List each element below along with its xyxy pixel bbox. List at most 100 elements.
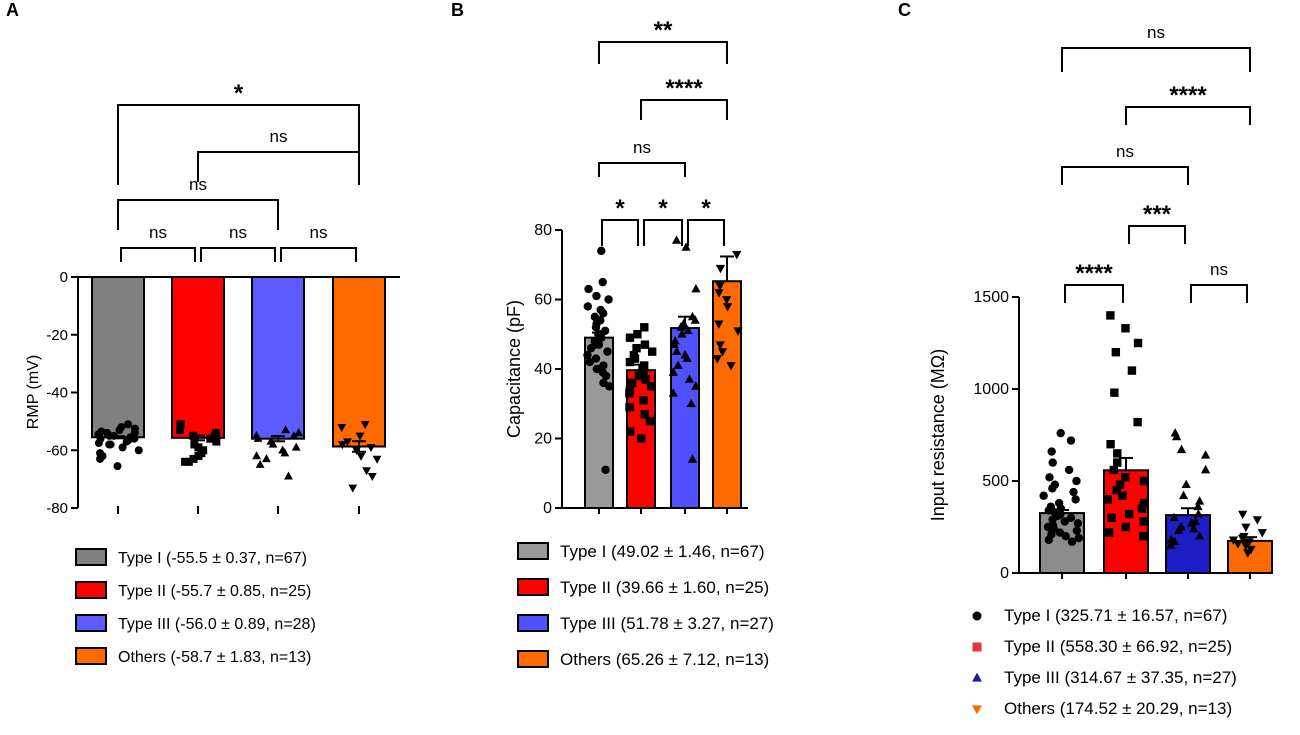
data-point <box>669 339 679 349</box>
significance-bracket <box>1061 166 1189 185</box>
data-point <box>1061 532 1070 541</box>
y-tick-label: -60 <box>46 442 68 459</box>
significance-bracket <box>120 247 196 262</box>
legend-swatch <box>75 548 107 566</box>
data-point <box>1104 528 1114 537</box>
data-point <box>1060 517 1069 526</box>
data-point <box>1238 510 1248 520</box>
data-point <box>367 473 377 482</box>
data-point <box>134 446 143 455</box>
y-tick-label: 1000 <box>973 381 1009 398</box>
significance-bracket <box>1190 284 1248 303</box>
data-point <box>1072 526 1082 535</box>
data-point <box>668 367 678 376</box>
significance-bracket <box>1064 284 1124 303</box>
data-point <box>682 353 692 362</box>
data-point <box>640 409 649 419</box>
data-point <box>1195 496 1205 505</box>
data-point <box>289 431 299 440</box>
data-point <box>723 303 733 312</box>
data-point <box>1139 498 1149 508</box>
data-point <box>1121 522 1130 532</box>
legend-swatch <box>517 650 549 668</box>
data-point <box>181 457 190 466</box>
significance-label: *** <box>1143 201 1172 228</box>
data-point <box>360 421 370 430</box>
significance-label: * <box>234 80 244 107</box>
data-point <box>634 371 644 381</box>
data-point <box>676 322 686 331</box>
data-point <box>1127 366 1137 375</box>
significance-label: **** <box>1169 82 1207 109</box>
legend-swatch <box>75 614 107 632</box>
data-point <box>118 443 127 452</box>
significance-label: ns <box>1210 260 1228 279</box>
y-tick-label: 20 <box>534 431 552 448</box>
bar <box>251 276 305 440</box>
data-point <box>1243 549 1253 558</box>
legend-marker <box>972 642 982 652</box>
data-point <box>1200 464 1211 474</box>
data-point <box>633 330 642 339</box>
significance-label: ns <box>310 223 328 242</box>
data-point <box>262 454 271 463</box>
data-point <box>715 341 725 350</box>
data-point <box>1169 512 1179 522</box>
data-point <box>640 340 650 349</box>
data-point <box>1188 523 1199 533</box>
data-point <box>366 444 376 453</box>
data-point <box>585 357 595 367</box>
data-point <box>628 378 637 388</box>
data-point <box>586 343 596 353</box>
data-point <box>636 434 646 443</box>
significance-label: **** <box>665 75 703 102</box>
significance-bracket <box>687 219 725 246</box>
y-tick-label: -20 <box>46 327 68 344</box>
legend-swatch <box>517 614 549 632</box>
data-point <box>732 250 742 260</box>
data-point <box>291 442 301 451</box>
data-point <box>672 346 682 355</box>
data-point <box>1193 509 1204 518</box>
data-point <box>1139 517 1148 526</box>
data-point <box>717 348 728 357</box>
data-point <box>673 360 683 369</box>
data-point <box>1056 428 1065 438</box>
data-point <box>733 327 743 336</box>
data-point <box>115 426 124 435</box>
data-point <box>124 420 133 429</box>
data-point <box>601 465 610 474</box>
data-point <box>176 420 185 429</box>
data-point <box>583 302 592 311</box>
data-point <box>1170 536 1180 546</box>
data-point <box>645 416 655 426</box>
data-point <box>1112 486 1121 495</box>
data-point <box>684 374 695 383</box>
data-point <box>686 398 696 408</box>
data-point <box>1106 311 1115 320</box>
legend-label: Type II (558.30 ± 66.92, n=25) <box>1004 637 1232 656</box>
data-point <box>583 350 592 360</box>
data-point <box>1103 495 1112 504</box>
data-point <box>1047 447 1056 456</box>
significance-label: ns <box>1147 23 1165 42</box>
data-point <box>1241 542 1251 551</box>
data-point <box>268 439 278 448</box>
data-point <box>189 454 198 463</box>
data-point <box>1048 458 1057 467</box>
panel-letter-a: A <box>6 0 19 20</box>
y-axis-label: Input resistance (MΩ) <box>928 349 948 522</box>
data-point <box>1195 531 1205 540</box>
y-tick-label: 500 <box>982 473 1009 490</box>
data-point <box>1124 509 1134 519</box>
significance-label: ns <box>229 223 247 242</box>
data-point <box>113 462 122 471</box>
data-point <box>343 438 352 447</box>
significance-bracket <box>1061 47 1251 72</box>
significance-bracket <box>1128 225 1186 244</box>
data-point <box>1113 449 1122 458</box>
data-point <box>1178 490 1189 500</box>
data-point <box>626 427 635 436</box>
data-point <box>281 425 291 434</box>
